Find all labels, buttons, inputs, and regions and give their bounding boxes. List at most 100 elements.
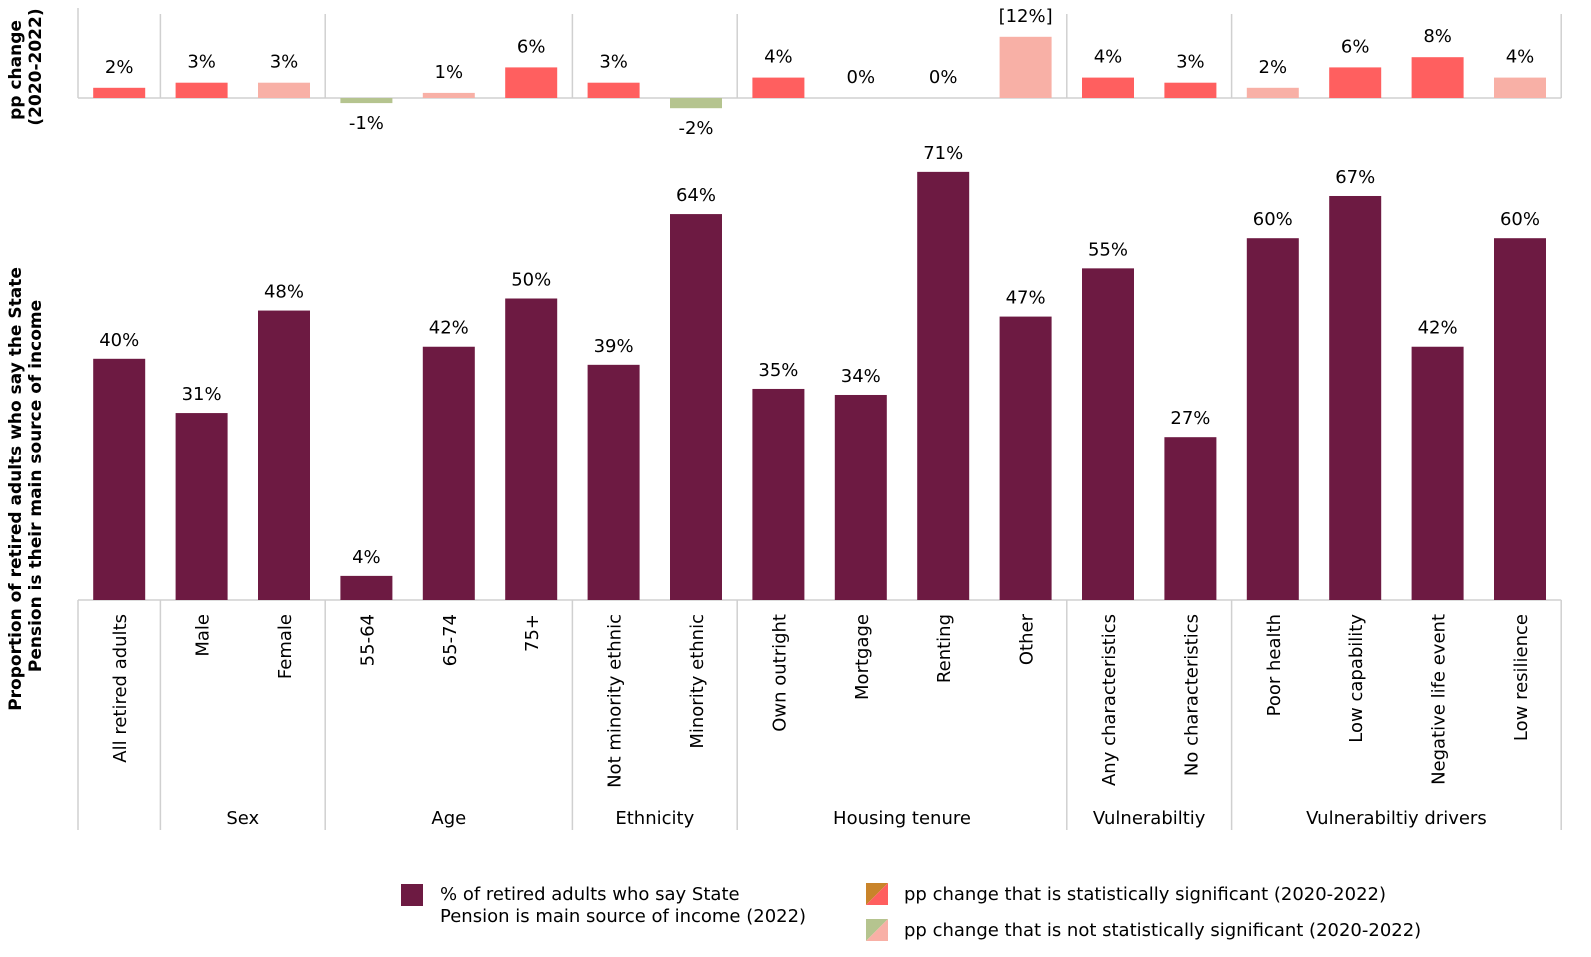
top-axis-title-line-1: pp change xyxy=(6,20,26,120)
change-bar-label: 4% xyxy=(764,47,793,68)
main-bar-label: 40% xyxy=(99,330,139,351)
change-bar-label: 3% xyxy=(187,52,216,73)
main-bar xyxy=(670,214,722,600)
category-label: Minority ethnic xyxy=(687,614,708,749)
group-label: Housing tenure xyxy=(833,808,971,829)
change-bar-label: 8% xyxy=(1423,26,1452,47)
main-bar-label: 27% xyxy=(1170,408,1210,429)
category-label: Poor health xyxy=(1264,614,1285,716)
change-bar-label: 2% xyxy=(1259,57,1288,78)
main-bar xyxy=(999,316,1052,600)
main-bar-label: 39% xyxy=(594,336,634,357)
category-label: Renting xyxy=(934,614,955,683)
main-bar xyxy=(505,298,558,600)
main-bar-label: 35% xyxy=(758,360,798,381)
change-bar xyxy=(258,82,310,98)
change-bar-label: 0% xyxy=(929,67,958,88)
category-label: Low capability xyxy=(1346,614,1367,743)
main-bar-label: 55% xyxy=(1088,239,1128,260)
main-bar xyxy=(1494,238,1546,600)
change-bar xyxy=(1411,57,1464,98)
category-label: Female xyxy=(275,614,296,679)
change-bar xyxy=(505,67,558,98)
main-bar-label: 67% xyxy=(1335,167,1375,188)
main-bar-label: 64% xyxy=(676,185,716,206)
top-axis-title-line-2: (2020-2022) xyxy=(26,8,46,125)
main-bar-label: 4% xyxy=(352,547,381,568)
category-label: No characteristics xyxy=(1181,614,1202,776)
change-bar xyxy=(1246,87,1299,98)
change-bar xyxy=(1494,77,1546,98)
main-bar xyxy=(1411,346,1464,600)
main-bar-label: 60% xyxy=(1500,209,1540,230)
main-bar-label: 50% xyxy=(511,270,551,291)
main-bar-label: 60% xyxy=(1253,209,1293,230)
main-bar-label: 42% xyxy=(1418,318,1458,339)
main-bar xyxy=(587,364,640,600)
category-label: Any characteristics xyxy=(1099,614,1120,786)
change-bar-label: 2% xyxy=(105,57,134,78)
category-label: Other xyxy=(1017,613,1038,665)
group-label: Ethnicity xyxy=(615,808,694,829)
change-bar xyxy=(93,87,146,98)
change-bar xyxy=(999,36,1052,98)
main-bar xyxy=(1082,268,1134,600)
group-label: Vulnerabiltiy xyxy=(1093,808,1206,829)
change-bar xyxy=(670,98,722,109)
group-label: Age xyxy=(431,808,466,829)
main-bar xyxy=(1246,238,1299,600)
change-bar xyxy=(422,92,475,98)
main-bar xyxy=(258,310,310,600)
top-axis-title: pp change (2020-2022) xyxy=(6,8,46,125)
main-bar-label: 42% xyxy=(429,318,469,339)
change-bar-label: 4% xyxy=(1094,47,1123,68)
change-bar-label: 0% xyxy=(847,67,876,88)
main-axis-title-line-2: Pension is their main source of income xyxy=(26,300,46,672)
category-label: 75+ xyxy=(522,614,543,652)
group-label: Vulnerabiltiy drivers xyxy=(1306,808,1487,829)
change-bar-label: 4% xyxy=(1506,47,1535,68)
change-bar-label: 6% xyxy=(517,36,546,57)
change-bar-label: 6% xyxy=(1341,36,1370,57)
main-bar xyxy=(752,388,805,600)
change-bar-label: 3% xyxy=(599,52,628,73)
main-axis-title-line-1: Proportion of retired adults who say the… xyxy=(6,267,26,711)
change-bar xyxy=(1329,67,1382,98)
category-label: 65-74 xyxy=(440,614,461,666)
group-label: Sex xyxy=(226,808,259,829)
category-label: Male xyxy=(193,614,214,657)
category-label: Not minority ethnic xyxy=(605,614,626,788)
main-bar xyxy=(175,413,228,600)
change-bar-label: 3% xyxy=(1176,52,1205,73)
main-bar xyxy=(834,394,887,600)
main-bar-label: 48% xyxy=(264,282,304,303)
change-bar xyxy=(752,77,805,98)
main-bar xyxy=(93,358,146,600)
main-axis-title: Proportion of retired adults who say the… xyxy=(6,261,46,711)
category-label: Mortgage xyxy=(852,614,873,700)
change-bar-label: [12%] xyxy=(999,6,1053,27)
main-bar xyxy=(917,171,970,600)
change-bar-label: 1% xyxy=(435,62,464,83)
change-bar xyxy=(587,82,640,98)
category-label: Own outright xyxy=(769,614,790,732)
change-bar-label: -2% xyxy=(678,118,713,139)
change-bar xyxy=(175,82,228,98)
category-label: Low resilience xyxy=(1511,614,1532,741)
main-bar-label: 34% xyxy=(841,366,881,387)
main-bar-label: 47% xyxy=(1006,288,1046,309)
change-bar-label: -1% xyxy=(349,113,384,134)
main-bar xyxy=(1164,437,1217,600)
category-label: 55-64 xyxy=(357,614,378,666)
main-bar xyxy=(422,346,475,600)
change-bar xyxy=(1164,82,1217,98)
main-bar xyxy=(1329,195,1382,601)
category-label: All retired adults xyxy=(110,614,131,763)
category-label: Negative life event xyxy=(1429,614,1450,785)
main-bar-label: 71% xyxy=(923,143,963,164)
change-bar-label: 3% xyxy=(270,52,299,73)
change-bar xyxy=(1082,77,1134,98)
main-bar-label: 31% xyxy=(182,384,222,405)
main-bar xyxy=(340,575,393,600)
